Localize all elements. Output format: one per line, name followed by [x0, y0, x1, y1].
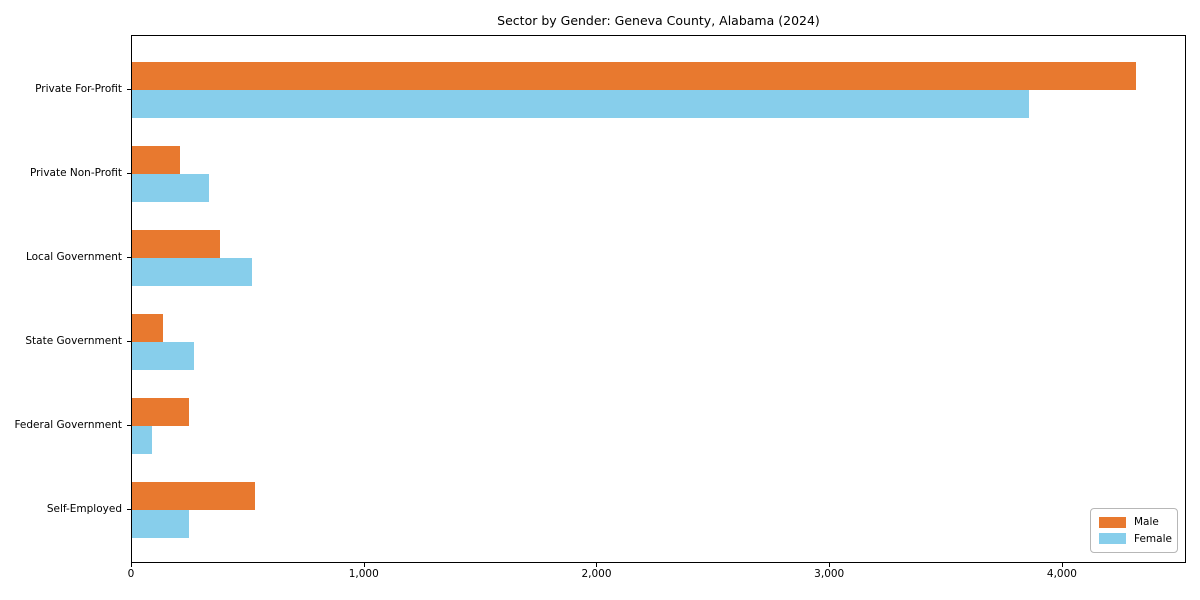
bar-male-state-government — [132, 314, 164, 342]
x-tick-mark — [131, 563, 132, 567]
x-tick-mark — [596, 563, 598, 567]
bar-male-private-for-profit — [132, 62, 1137, 90]
y-tick-label: Local Government — [25, 251, 122, 263]
chart-title: Sector by Gender: Geneva County, Alabama… — [497, 13, 820, 28]
bar-female-self-employed — [132, 510, 190, 538]
legend-entry-female: Female — [1099, 531, 1172, 546]
x-tick-label: 1,000 — [348, 568, 379, 580]
bar-female-state-government — [132, 342, 194, 370]
y-tick-mark — [127, 89, 131, 90]
y-tick-label: State Government — [25, 335, 122, 347]
y-tick-mark — [127, 509, 131, 510]
x-tick-label: 0 — [127, 568, 135, 580]
bar-male-self-employed — [132, 482, 256, 510]
legend-entry-male: Male — [1099, 515, 1169, 530]
x-tick-mark — [829, 563, 831, 567]
bar-female-federal-government — [132, 426, 152, 454]
x-tick-mark — [363, 563, 365, 567]
y-tick-mark — [127, 173, 131, 174]
bar-female-private-for-profit — [132, 90, 1030, 118]
x-tick-label: 4,000 — [1046, 568, 1077, 580]
legend: Male Female — [1090, 508, 1178, 553]
bar-female-private-non-profit — [132, 174, 209, 202]
legend-label-female: Female — [1134, 532, 1172, 545]
bar-female-local-government — [132, 258, 252, 286]
y-tick-mark — [127, 257, 131, 258]
female-color-swatch — [1099, 533, 1126, 545]
x-tick-mark — [1061, 563, 1063, 567]
bar-male-federal-government — [132, 398, 190, 426]
y-tick-label: Private Non-Profit — [29, 167, 122, 179]
x-tick-label: 2,000 — [581, 568, 612, 580]
x-tick-label: 3,000 — [814, 568, 845, 580]
male-color-swatch — [1099, 516, 1126, 528]
y-tick-label: Self-Employed — [46, 503, 122, 515]
legend-label-male: Male — [1134, 516, 1159, 528]
y-tick-label: Federal Government — [14, 419, 122, 431]
bar-male-private-non-profit — [132, 146, 180, 174]
bar-male-local-government — [132, 230, 221, 258]
plot-area — [131, 35, 1186, 563]
y-tick-label: Private For-Profit — [35, 83, 122, 95]
y-tick-mark — [127, 341, 131, 342]
y-tick-mark — [127, 425, 131, 426]
